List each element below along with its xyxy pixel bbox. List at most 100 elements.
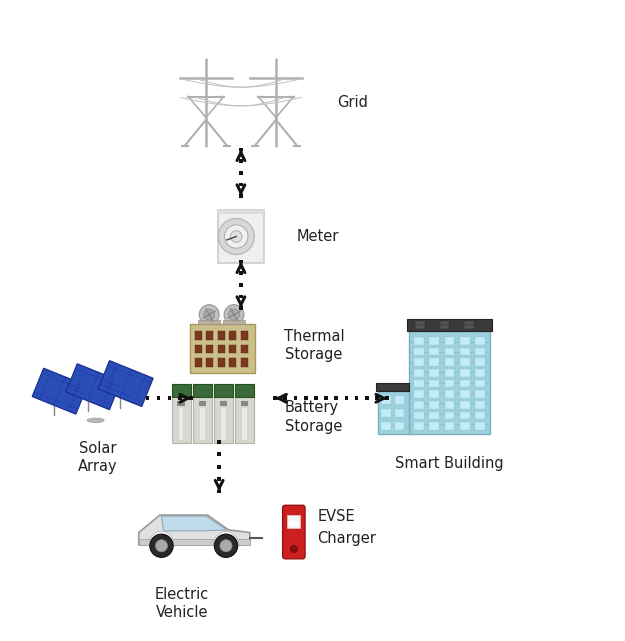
FancyBboxPatch shape [429, 358, 439, 366]
FancyBboxPatch shape [444, 358, 454, 366]
FancyBboxPatch shape [239, 260, 242, 263]
FancyBboxPatch shape [229, 344, 236, 353]
FancyBboxPatch shape [414, 390, 424, 398]
Circle shape [214, 534, 238, 558]
FancyBboxPatch shape [460, 401, 469, 408]
FancyBboxPatch shape [444, 379, 454, 387]
FancyBboxPatch shape [157, 396, 161, 400]
Text: Smart Building: Smart Building [395, 456, 504, 471]
Text: Solar
Array: Solar Array [78, 440, 118, 474]
FancyBboxPatch shape [416, 321, 425, 324]
FancyBboxPatch shape [416, 326, 425, 329]
FancyBboxPatch shape [289, 521, 299, 526]
FancyBboxPatch shape [217, 440, 221, 444]
FancyBboxPatch shape [460, 412, 469, 419]
FancyBboxPatch shape [429, 390, 439, 398]
FancyBboxPatch shape [355, 396, 359, 400]
FancyBboxPatch shape [168, 396, 171, 400]
FancyBboxPatch shape [429, 347, 439, 355]
FancyBboxPatch shape [375, 396, 379, 400]
FancyBboxPatch shape [475, 401, 485, 408]
FancyBboxPatch shape [475, 412, 485, 419]
FancyBboxPatch shape [414, 369, 424, 376]
Circle shape [231, 231, 242, 242]
Circle shape [224, 304, 244, 324]
FancyBboxPatch shape [376, 383, 409, 391]
FancyBboxPatch shape [460, 379, 469, 387]
FancyBboxPatch shape [414, 401, 424, 408]
FancyBboxPatch shape [189, 324, 255, 374]
FancyBboxPatch shape [239, 194, 242, 198]
FancyBboxPatch shape [199, 401, 206, 406]
FancyBboxPatch shape [178, 396, 182, 400]
FancyBboxPatch shape [239, 147, 242, 151]
FancyBboxPatch shape [214, 384, 233, 444]
FancyBboxPatch shape [444, 369, 454, 376]
FancyBboxPatch shape [236, 384, 254, 444]
FancyBboxPatch shape [475, 390, 485, 398]
FancyBboxPatch shape [464, 326, 474, 329]
FancyBboxPatch shape [239, 306, 242, 310]
FancyBboxPatch shape [439, 321, 449, 324]
FancyBboxPatch shape [444, 412, 454, 419]
FancyBboxPatch shape [439, 326, 449, 329]
FancyBboxPatch shape [193, 384, 212, 444]
FancyBboxPatch shape [475, 369, 485, 376]
FancyBboxPatch shape [414, 347, 424, 355]
Polygon shape [139, 539, 250, 545]
FancyBboxPatch shape [282, 505, 305, 559]
FancyBboxPatch shape [444, 337, 454, 344]
FancyBboxPatch shape [414, 358, 424, 366]
FancyBboxPatch shape [241, 331, 248, 340]
FancyBboxPatch shape [239, 283, 242, 287]
Circle shape [204, 309, 214, 320]
Text: Grid: Grid [338, 96, 368, 110]
FancyBboxPatch shape [429, 401, 439, 408]
Polygon shape [66, 364, 121, 410]
FancyBboxPatch shape [179, 408, 184, 440]
FancyBboxPatch shape [344, 396, 348, 400]
FancyBboxPatch shape [381, 396, 391, 404]
FancyBboxPatch shape [475, 337, 485, 344]
Circle shape [149, 531, 174, 556]
FancyBboxPatch shape [221, 408, 226, 440]
FancyBboxPatch shape [195, 358, 202, 367]
FancyBboxPatch shape [475, 422, 485, 430]
FancyBboxPatch shape [206, 358, 214, 367]
FancyBboxPatch shape [475, 379, 485, 387]
FancyBboxPatch shape [444, 401, 454, 408]
FancyBboxPatch shape [239, 271, 242, 275]
FancyBboxPatch shape [460, 390, 469, 398]
FancyBboxPatch shape [241, 358, 248, 367]
Circle shape [291, 545, 298, 553]
Circle shape [150, 534, 173, 558]
FancyBboxPatch shape [241, 344, 248, 353]
Polygon shape [98, 361, 153, 406]
FancyBboxPatch shape [206, 331, 214, 340]
Text: Battery
Storage: Battery Storage [284, 400, 342, 434]
FancyBboxPatch shape [195, 331, 202, 340]
FancyBboxPatch shape [177, 401, 185, 406]
FancyBboxPatch shape [429, 369, 439, 376]
FancyBboxPatch shape [429, 379, 439, 387]
Text: Meter: Meter [297, 229, 339, 244]
Text: Charger: Charger [318, 531, 376, 545]
FancyBboxPatch shape [414, 412, 424, 419]
FancyBboxPatch shape [242, 408, 247, 440]
FancyBboxPatch shape [239, 159, 242, 163]
FancyBboxPatch shape [239, 294, 242, 298]
FancyBboxPatch shape [395, 422, 404, 429]
FancyBboxPatch shape [385, 396, 389, 400]
Circle shape [218, 219, 254, 254]
FancyBboxPatch shape [460, 422, 469, 430]
FancyBboxPatch shape [324, 396, 328, 400]
Circle shape [229, 309, 239, 320]
FancyBboxPatch shape [217, 210, 264, 263]
FancyBboxPatch shape [193, 384, 212, 397]
FancyBboxPatch shape [460, 369, 469, 376]
FancyBboxPatch shape [239, 171, 242, 174]
Polygon shape [32, 368, 88, 414]
FancyBboxPatch shape [236, 384, 254, 397]
FancyBboxPatch shape [314, 396, 318, 400]
Circle shape [220, 540, 232, 552]
